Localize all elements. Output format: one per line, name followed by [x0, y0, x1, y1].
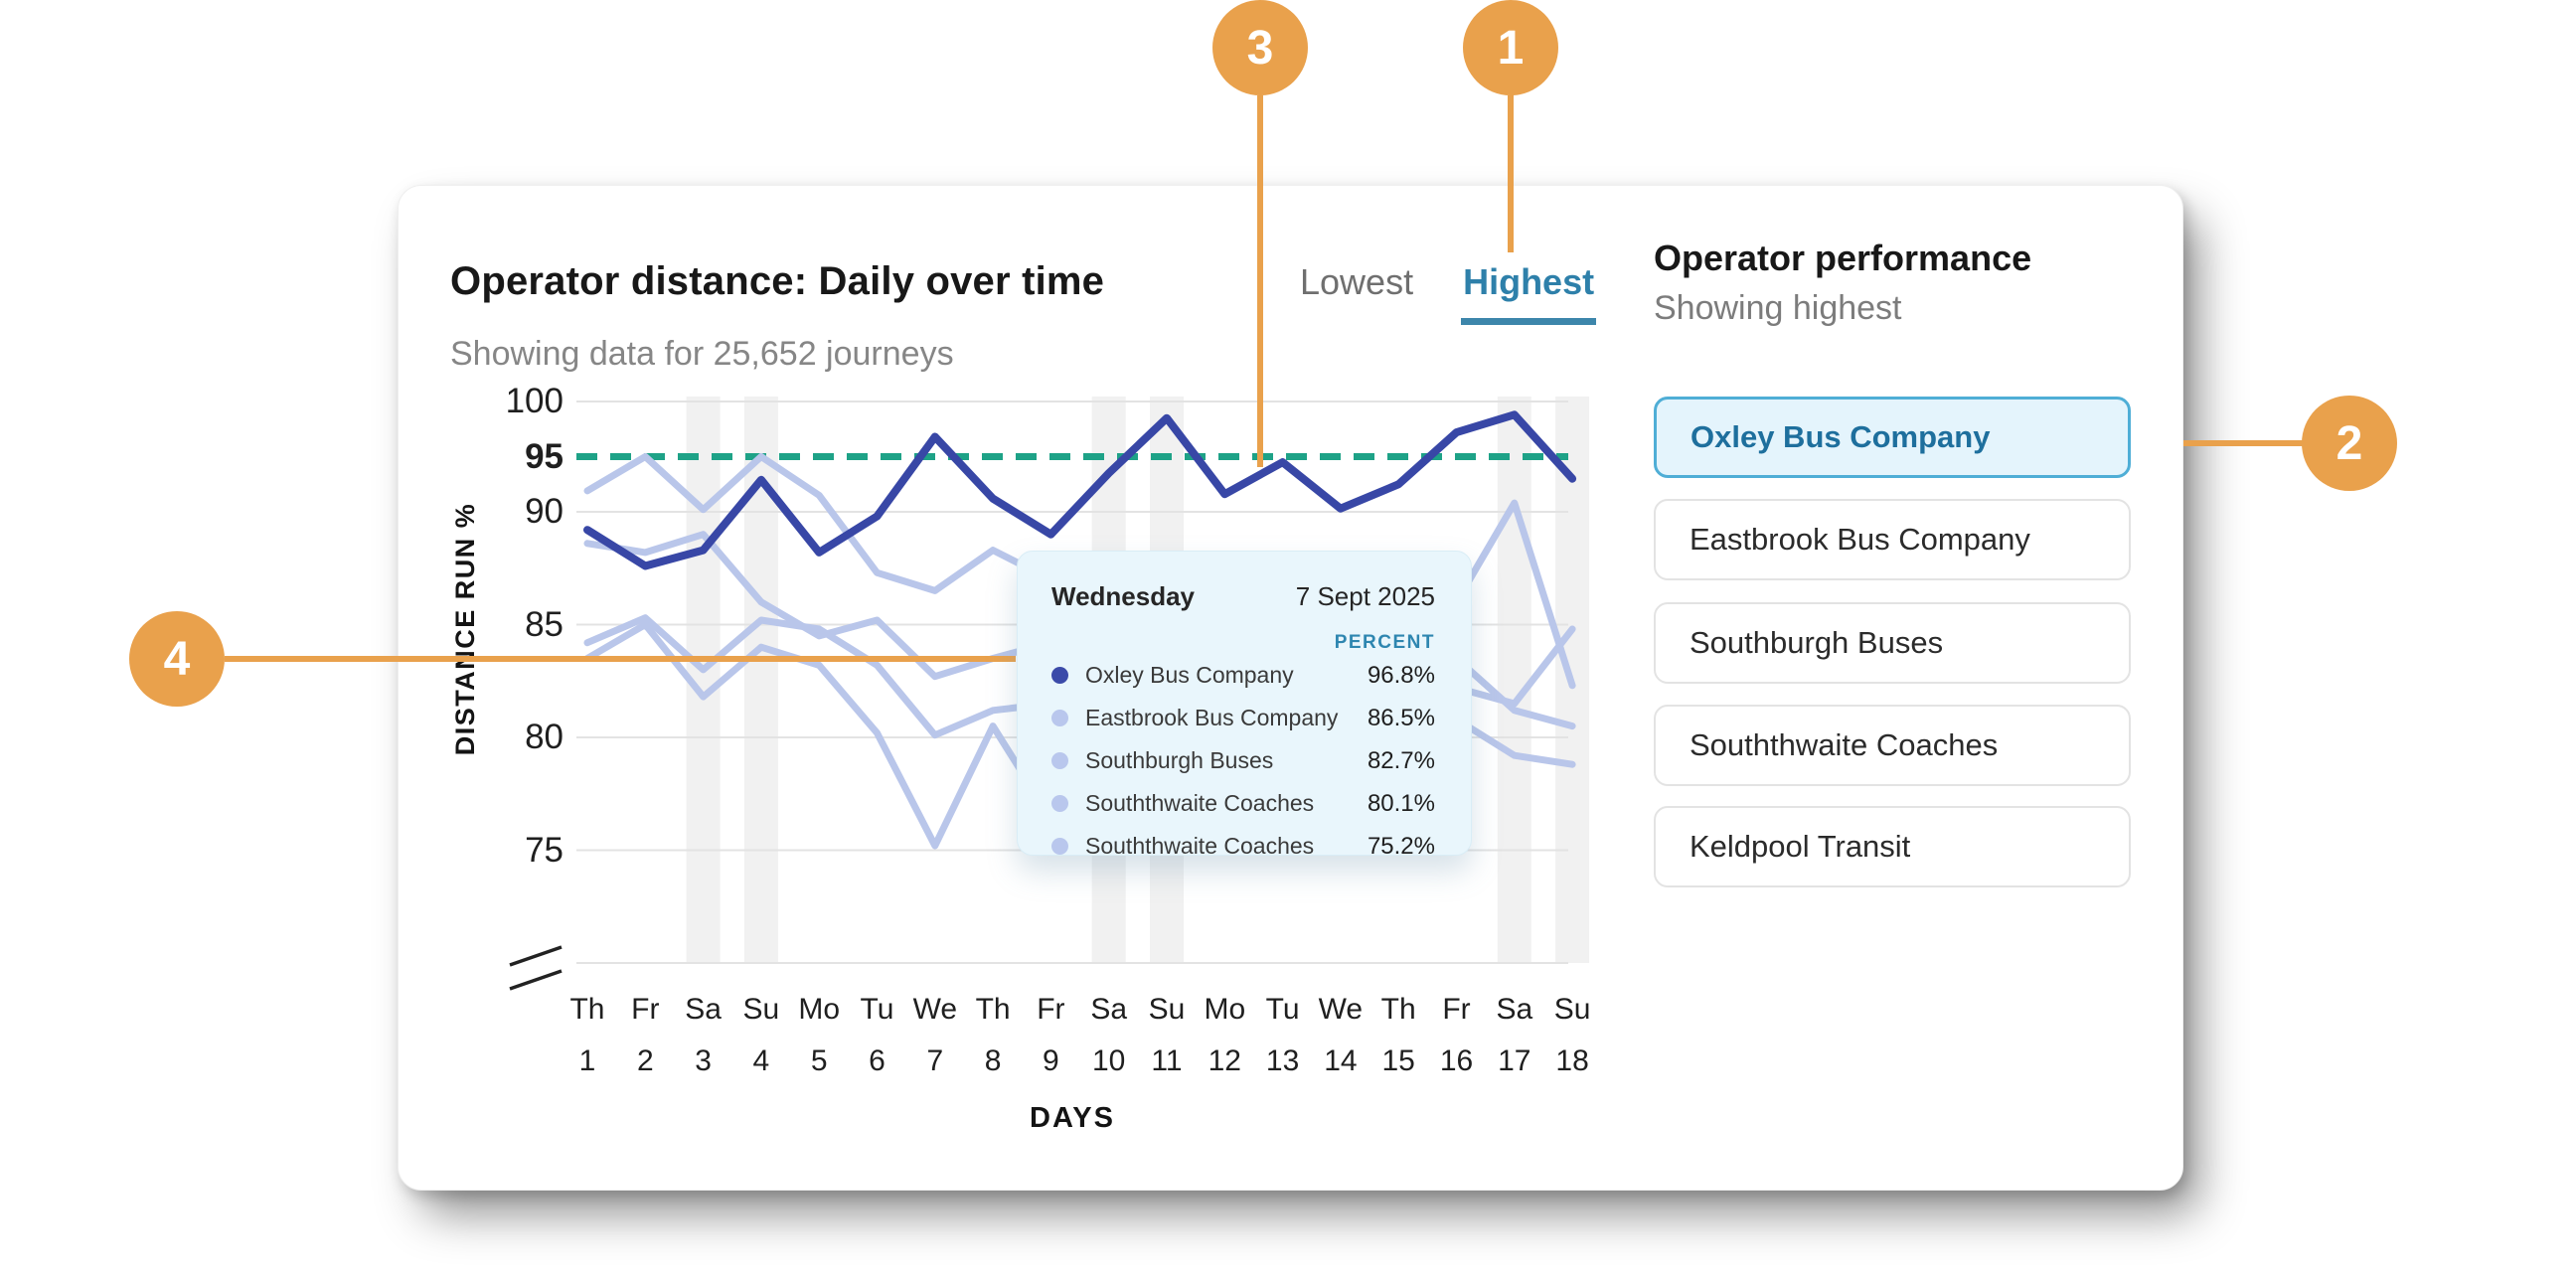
- tooltip-series-name: Souththwaite Coaches: [1085, 790, 1315, 816]
- x-tick-dayname: Tu: [1265, 993, 1300, 1026]
- x-tick-daynumber: 12: [1208, 1044, 1241, 1077]
- x-tick-dayname: Fr: [1442, 993, 1471, 1026]
- operator-button-southburgh-buses[interactable]: Southburgh Buses: [1654, 602, 2131, 684]
- x-tick-daynumber: 10: [1092, 1044, 1126, 1077]
- tooltip-row: Souththwaite Coaches 75.2%: [1051, 825, 1435, 868]
- x-tick-daynumber: 11: [1151, 1044, 1183, 1077]
- x-tick-daynumber: 7: [926, 1044, 944, 1077]
- y-tick-75: 75: [525, 830, 564, 870]
- x-tick-dayname: Su: [1148, 993, 1186, 1026]
- callout-line-4: [225, 656, 1016, 662]
- tooltip-row: Southburgh Buses 82.7%: [1051, 739, 1435, 782]
- x-tick-dayname: Th: [569, 993, 605, 1026]
- x-tick-daynumber: 3: [695, 1044, 712, 1077]
- x-tick-daynumber: 18: [1555, 1044, 1589, 1077]
- callout-line-2: [2183, 440, 2303, 446]
- tooltip-rows: Oxley Bus Company 96.8% Eastbrook Bus Comp…: [1051, 654, 1435, 868]
- callout-number: 3: [1246, 21, 1274, 75]
- weekend-band: [1497, 397, 1531, 963]
- callout-line-1: [1508, 95, 1514, 252]
- x-tick-dayname: Fr: [631, 993, 660, 1026]
- toggle-option-highest[interactable]: Highest: [1461, 261, 1597, 325]
- x-tick-daynumber: 2: [636, 1044, 654, 1077]
- tooltip-series-value: 80.1%: [1367, 789, 1435, 817]
- operator-button-eastbrook-bus-company[interactable]: Eastbrook Bus Company: [1654, 499, 2131, 580]
- y-tick-80: 80: [525, 718, 564, 756]
- chart-tooltip: Wednesday 7 Sept 2025 PERCENT Oxley Bus …: [1017, 551, 1472, 860]
- y-tick-95: 95: [525, 436, 564, 476]
- x-tick-dayname: Su: [742, 993, 780, 1026]
- tooltip-row: Souththwaite Coaches 80.1%: [1051, 782, 1435, 825]
- y-tick-100: 100: [505, 382, 564, 420]
- x-tick-dayname: Fr: [1037, 993, 1065, 1026]
- callout-badge-4: 4: [129, 611, 225, 707]
- x-tick-dayname: Sa: [1496, 993, 1533, 1026]
- tooltip-series-name: Southburgh Buses: [1085, 747, 1274, 773]
- x-tick-dayname: Th: [1380, 993, 1416, 1026]
- tooltip-series-name: Souththwaite Coaches: [1085, 833, 1315, 859]
- axis-break-icon: [509, 945, 563, 967]
- operator-button-oxley-bus-company[interactable]: Oxley Bus Company: [1654, 397, 2131, 478]
- y-tick-85: 85: [525, 604, 564, 644]
- x-tick-daynumber: 5: [810, 1044, 828, 1077]
- callout-badge-1: 1: [1463, 0, 1558, 95]
- x-tick-dayname: Tu: [860, 993, 894, 1026]
- callout-number: 4: [163, 632, 191, 686]
- series-line-oxley-bus-company: [583, 410, 1577, 570]
- y-tick-90: 90: [525, 492, 564, 531]
- x-tick-daynumber: 9: [1043, 1044, 1059, 1077]
- callout-line-3: [1257, 95, 1263, 467]
- operator-panel-title: Operator performance: [1654, 238, 2032, 278]
- series-dot-icon: [1051, 667, 1068, 684]
- x-tick-daynumber: 1: [578, 1044, 596, 1077]
- x-tick-dayname: Mo: [798, 993, 841, 1026]
- callout-badge-2: 2: [2302, 396, 2397, 491]
- tooltip-value-header: PERCENT: [1334, 632, 1435, 653]
- x-tick-daynumber: 17: [1498, 1044, 1531, 1077]
- axis-break-icon: [509, 969, 563, 991]
- tooltip-row: Eastbrook Bus Company 86.5%: [1051, 697, 1435, 739]
- tooltip-series-value: 86.5%: [1367, 704, 1435, 731]
- x-tick-daynumber: 4: [752, 1044, 770, 1077]
- operator-button-keldpool-transit[interactable]: Keldpool Transit: [1654, 806, 2131, 887]
- x-tick-dayname: Mo: [1204, 993, 1246, 1026]
- x-tick-daynumber: 8: [984, 1044, 1002, 1077]
- x-tick-daynumber: 14: [1324, 1044, 1358, 1077]
- page-subtitle: Showing data for 25,652 journeys: [450, 335, 954, 373]
- x-tick-daynumber: 6: [869, 1044, 886, 1077]
- x-tick-dayname: We: [1318, 993, 1364, 1026]
- x-tick-dayname: We: [912, 993, 958, 1026]
- callout-badge-3: 3: [1212, 0, 1308, 95]
- series-dot-icon: [1051, 795, 1068, 812]
- x-tick-dayname: Sa: [685, 993, 722, 1026]
- series-dot-icon: [1051, 710, 1068, 726]
- tooltip-series-value: 82.7%: [1367, 746, 1435, 774]
- operator-button-souththwaite-coaches[interactable]: Souththwaite Coaches: [1654, 705, 2131, 786]
- x-tick-dayname: Sa: [1090, 993, 1128, 1026]
- series-dot-icon: [1051, 838, 1068, 855]
- operator-panel-subtitle: Showing highest: [1654, 289, 1902, 327]
- x-axis-title: DAYS: [1030, 1102, 1115, 1134]
- tooltip-series-value: 75.2%: [1367, 832, 1435, 860]
- tooltip-row: Oxley Bus Company 96.8%: [1051, 654, 1435, 697]
- tooltip-date: 7 Sept 2025: [1295, 581, 1435, 611]
- dashboard-card: Operator distance: Daily over time Showi…: [398, 185, 2183, 1191]
- x-tick-daynumber: 16: [1439, 1044, 1474, 1077]
- series-dot-icon: [1051, 752, 1068, 769]
- lowest-highest-toggle: Lowest Highest: [1300, 261, 1597, 325]
- callout-number: 1: [1497, 21, 1525, 75]
- toggle-option-lowest[interactable]: Lowest: [1300, 261, 1414, 302]
- tooltip-series-name: Eastbrook Bus Company: [1085, 705, 1339, 730]
- x-tick-dayname: Th: [975, 993, 1011, 1026]
- x-tick-daynumber: 13: [1265, 1044, 1300, 1077]
- tooltip-series-value: 96.8%: [1367, 661, 1435, 689]
- tooltip-day: Wednesday: [1051, 581, 1196, 611]
- page-title: Operator distance: Daily over time: [450, 259, 1105, 303]
- x-tick-dayname: Su: [1553, 993, 1591, 1026]
- callout-number: 2: [2335, 416, 2363, 470]
- tooltip-series-name: Oxley Bus Company: [1085, 662, 1294, 688]
- x-tick-daynumber: 15: [1381, 1044, 1415, 1077]
